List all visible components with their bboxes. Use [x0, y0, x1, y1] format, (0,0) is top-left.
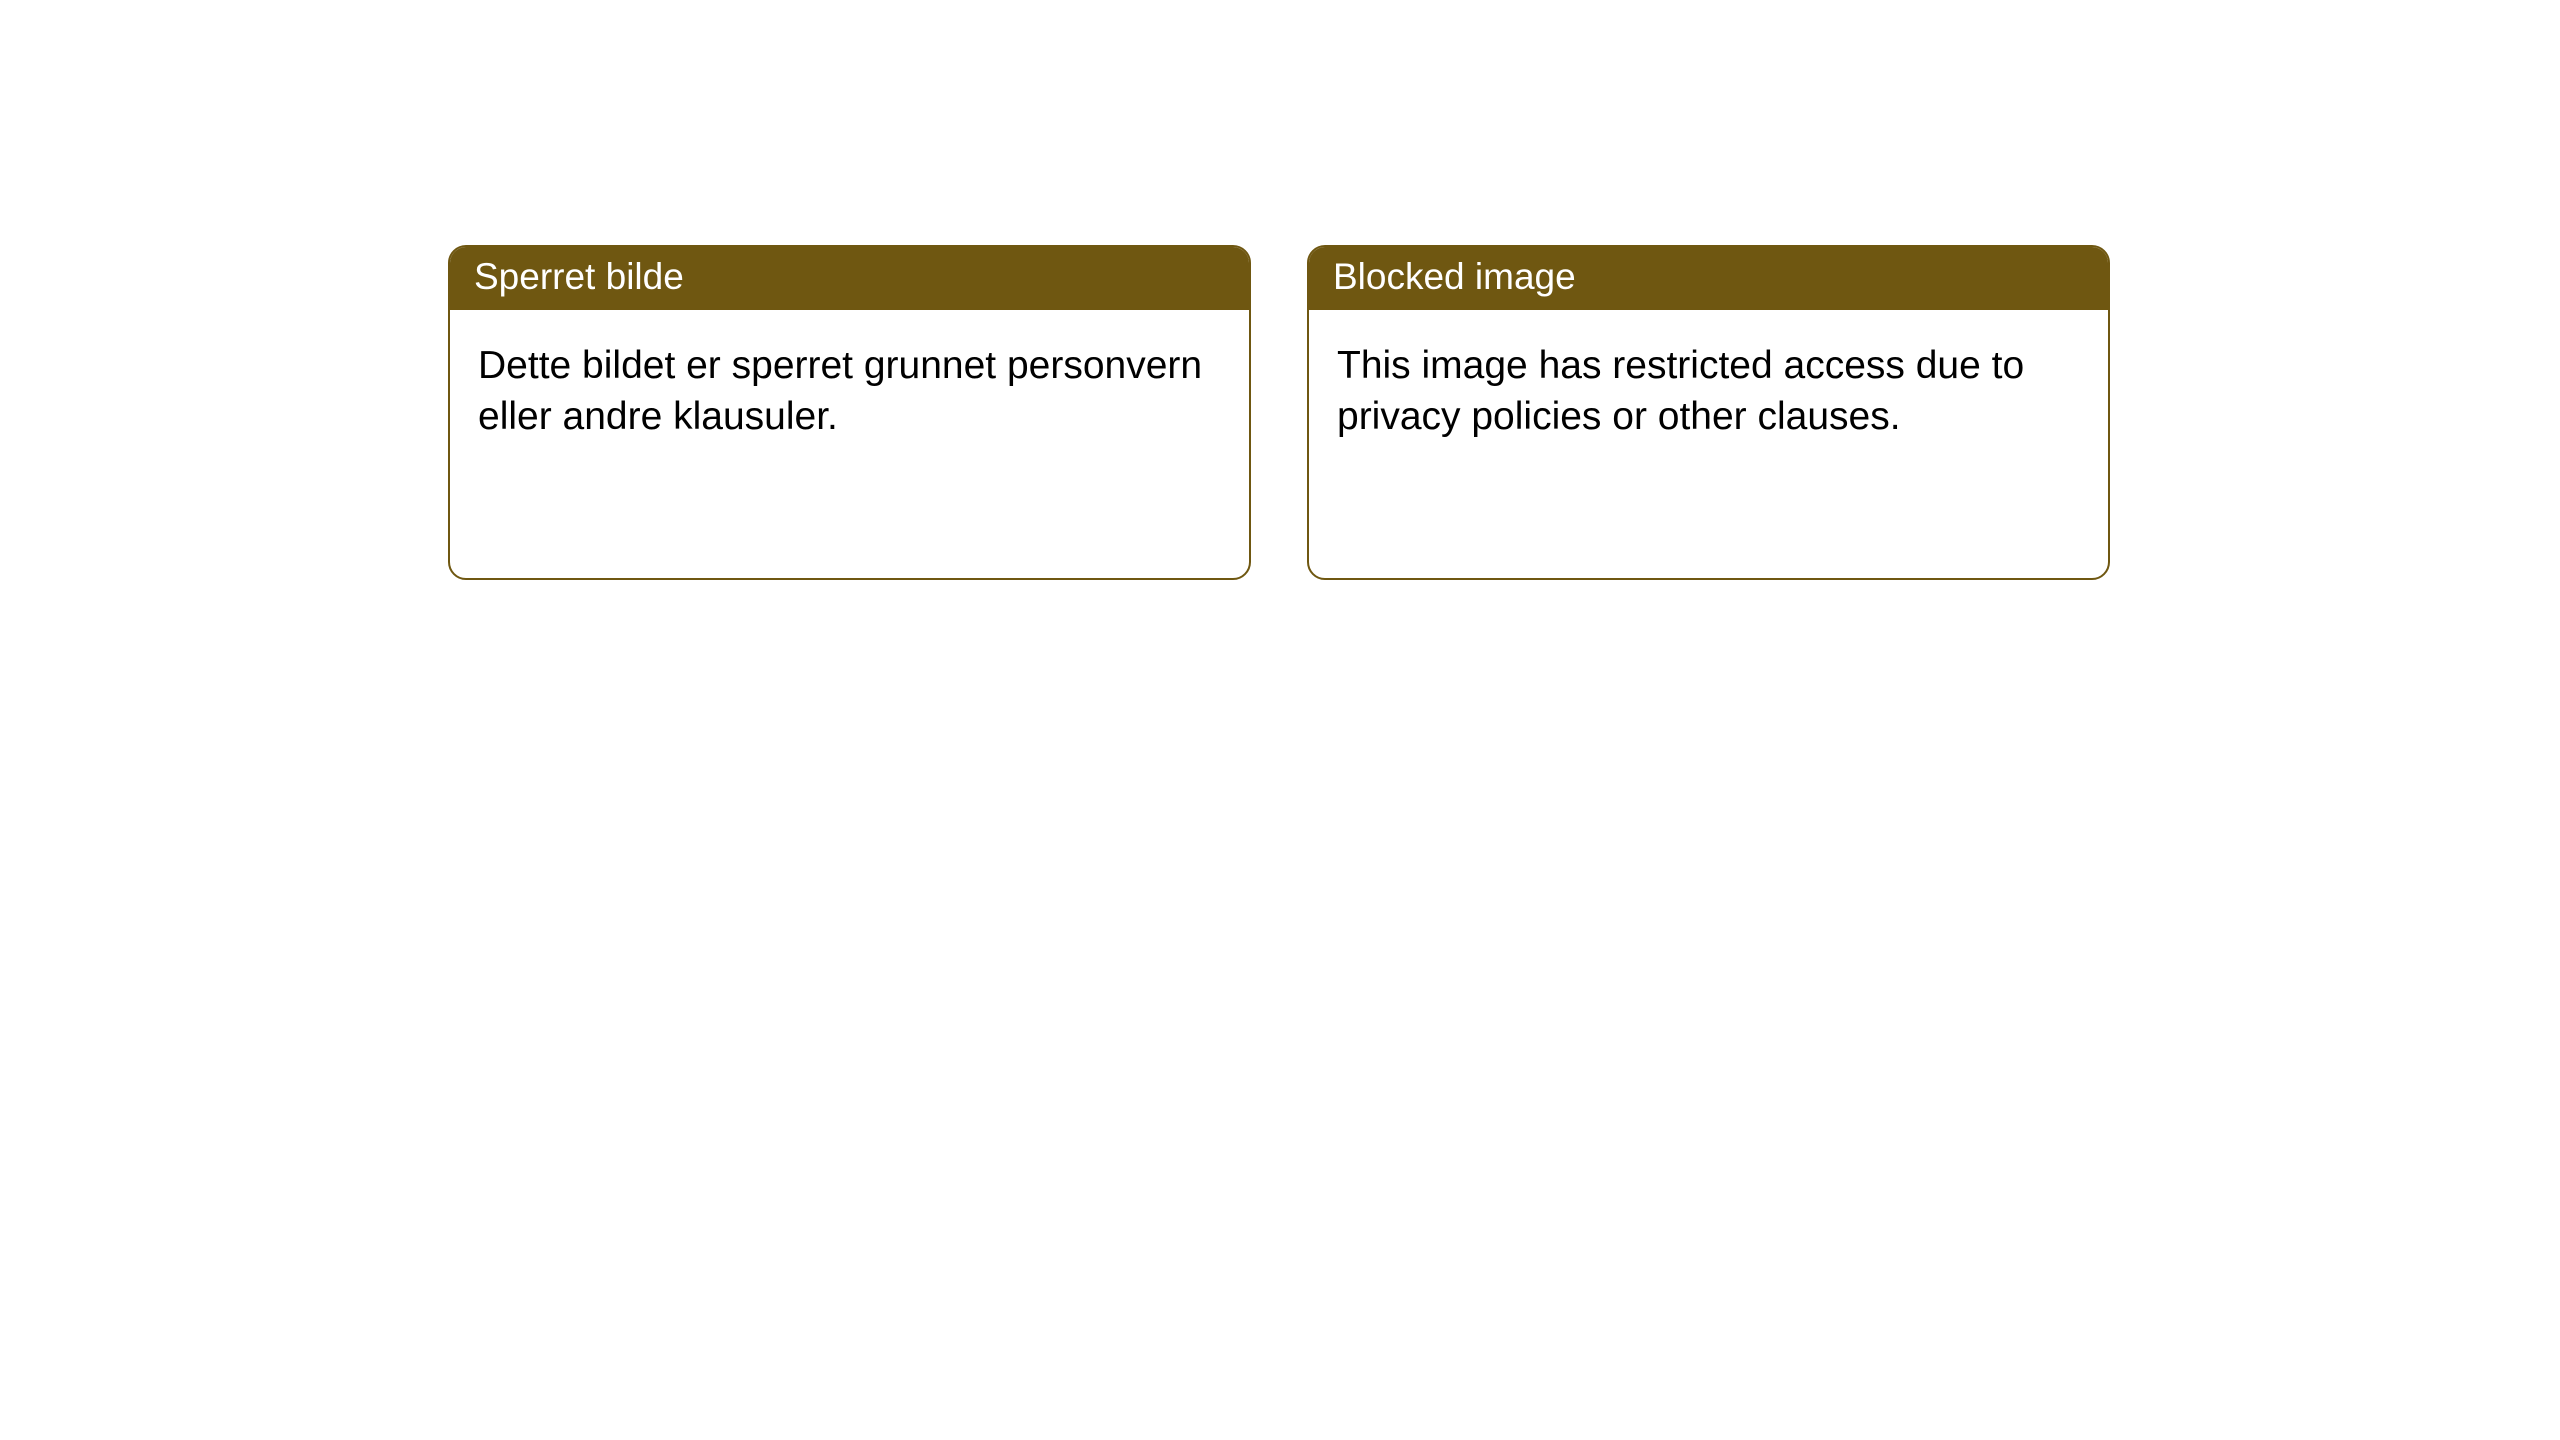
card-header-english: Blocked image	[1309, 247, 2108, 310]
notice-container: Sperret bilde Dette bildet er sperret gr…	[448, 245, 2110, 580]
card-body-norwegian: Dette bildet er sperret grunnet personve…	[450, 310, 1249, 473]
notice-card-norwegian: Sperret bilde Dette bildet er sperret gr…	[448, 245, 1251, 580]
notice-card-english: Blocked image This image has restricted …	[1307, 245, 2110, 580]
card-body-english: This image has restricted access due to …	[1309, 310, 2108, 473]
card-header-norwegian: Sperret bilde	[450, 247, 1249, 310]
